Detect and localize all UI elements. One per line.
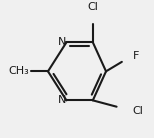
Text: Cl: Cl (132, 106, 143, 116)
Text: N: N (58, 37, 66, 47)
Text: CH₃: CH₃ (9, 66, 29, 76)
Text: F: F (132, 51, 139, 60)
Text: N: N (58, 95, 66, 105)
Text: Cl: Cl (87, 2, 98, 12)
